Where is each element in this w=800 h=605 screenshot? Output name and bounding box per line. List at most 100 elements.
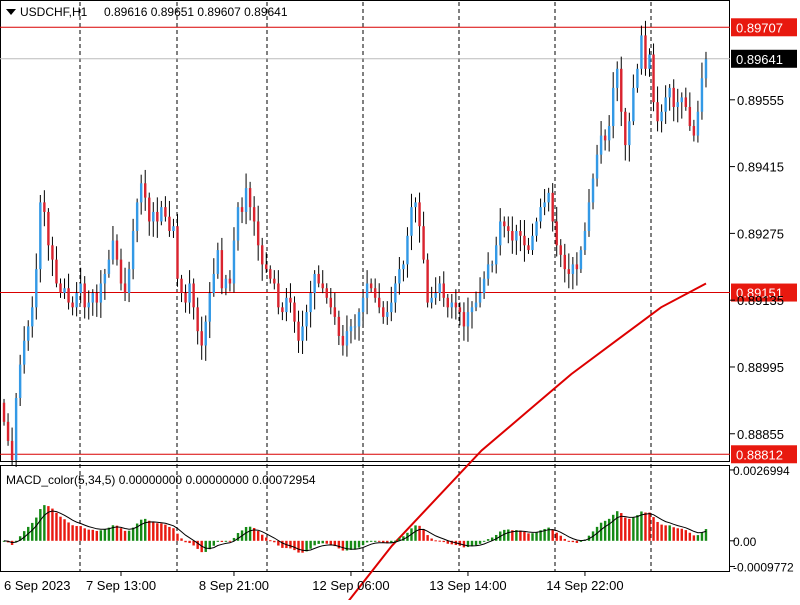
candle-body — [115, 240, 119, 260]
level-price-label: 0.88812 — [736, 447, 783, 462]
macd-bar — [398, 538, 401, 541]
macd-bar — [135, 523, 139, 541]
macd-bar — [160, 523, 163, 541]
macd-bar — [382, 540, 385, 543]
macd-bar — [470, 540, 474, 547]
candle-body — [103, 273, 107, 284]
candle-body — [99, 283, 103, 303]
candle-body — [382, 307, 385, 317]
macd-signal-line — [3, 510, 707, 552]
macd-bar — [361, 540, 365, 546]
macd-bar — [704, 529, 708, 541]
candle-body — [361, 297, 365, 313]
macd-bar — [289, 540, 292, 549]
candle-body — [418, 202, 421, 227]
candle-body — [672, 87, 675, 107]
candle-body — [519, 231, 522, 236]
macd-bar — [87, 529, 90, 541]
candle-body — [676, 102, 679, 107]
candle-body — [515, 231, 518, 241]
candle-body — [591, 178, 595, 203]
macd-bar — [35, 517, 38, 541]
candle-body — [640, 35, 643, 69]
macd-bar — [563, 538, 566, 541]
macd-bar — [325, 540, 328, 544]
candle-body — [107, 259, 111, 274]
macd-bar — [297, 540, 300, 553]
candle-body — [91, 293, 94, 303]
macd-bar — [192, 540, 195, 546]
macd-bar — [236, 532, 240, 541]
candle-body — [67, 288, 70, 303]
candle-body — [696, 111, 700, 136]
candle-body — [503, 221, 506, 227]
candle-body — [422, 226, 425, 260]
macd-bar — [47, 506, 50, 541]
dropdown-triangle-icon[interactable] — [6, 9, 16, 15]
macd-bar — [107, 527, 111, 541]
candle-body — [51, 245, 54, 260]
candle-body — [616, 68, 619, 88]
candle-body — [293, 302, 296, 322]
candle-body — [684, 97, 688, 107]
macd-bar — [228, 540, 232, 542]
candle-body — [511, 231, 514, 241]
candle-body — [305, 312, 308, 327]
candle-body — [507, 226, 510, 231]
candle-body — [668, 87, 671, 98]
price-tick-label: 0.89275 — [737, 226, 784, 241]
candle-body — [200, 331, 203, 346]
macd-bar — [494, 534, 498, 541]
candle-body — [184, 293, 187, 303]
macd-bar — [402, 536, 405, 541]
symbol-label: USDCHF,H1 — [20, 5, 88, 19]
candle-body — [63, 288, 66, 294]
candle-body — [446, 297, 449, 308]
candle-body — [555, 221, 558, 246]
candle-body — [220, 250, 224, 289]
macd-bar — [115, 525, 119, 541]
macd-bar — [91, 529, 94, 541]
macd-bar — [79, 526, 82, 541]
time-tick-label: 6 Sep 2023 — [4, 578, 71, 593]
candle-body — [164, 207, 167, 217]
candle-body — [14, 397, 18, 460]
candle-body — [583, 231, 587, 251]
candle-body — [478, 293, 482, 303]
level-price-label: 0.89151 — [736, 286, 783, 301]
candle-body — [79, 283, 82, 294]
candle-body — [547, 192, 550, 203]
candle-body — [527, 245, 530, 251]
macd-bar — [148, 520, 151, 541]
macd-bar — [67, 522, 70, 541]
candle-body — [337, 316, 341, 336]
candle-body — [111, 240, 115, 260]
candle-body — [144, 183, 147, 198]
candle-body — [450, 302, 454, 308]
price-tick-label: 0.89135 — [737, 293, 784, 308]
candle-body — [196, 307, 199, 332]
macd-bar — [539, 530, 542, 541]
price-tick-label: 0.89415 — [737, 160, 784, 175]
candle-body — [430, 297, 433, 303]
macd-bar — [144, 518, 147, 541]
macd-bar — [644, 512, 647, 541]
level-price-label: 0.89707 — [736, 20, 783, 35]
macd-histogram — [2, 505, 708, 553]
candle-body — [595, 154, 599, 179]
macd-bar — [430, 538, 433, 541]
candle-body — [563, 254, 566, 270]
macd-bar — [252, 527, 256, 541]
macd-bar — [603, 520, 607, 541]
candle-body — [434, 293, 437, 298]
macd-bar — [119, 528, 123, 541]
macd-bar — [692, 535, 696, 541]
macd-bar — [482, 540, 486, 542]
candle-body — [692, 126, 696, 136]
candle-body — [248, 188, 252, 208]
macd-bar — [369, 540, 373, 542]
candle-body — [39, 202, 42, 270]
macd-bar — [672, 527, 675, 541]
candle-body — [35, 269, 38, 308]
candle-body — [462, 312, 466, 327]
